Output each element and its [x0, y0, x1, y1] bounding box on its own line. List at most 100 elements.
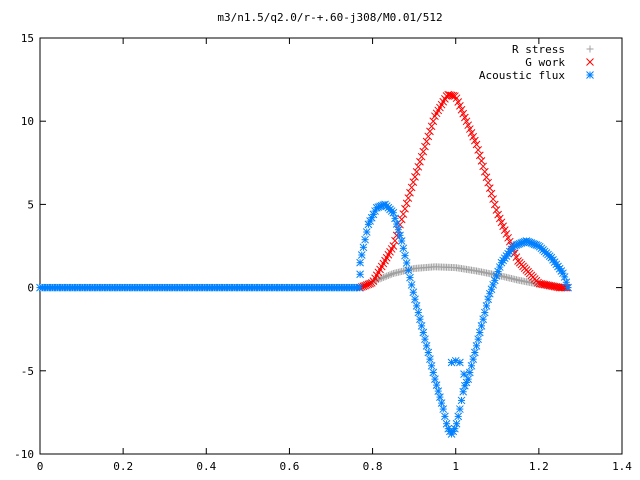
data-point — [467, 361, 476, 370]
data-point — [487, 189, 496, 198]
data-point — [416, 315, 424, 324]
data-point — [401, 251, 409, 260]
data-point — [470, 136, 479, 145]
data-point — [452, 94, 461, 103]
data-point — [465, 125, 474, 133]
data-point — [416, 157, 424, 166]
data-point — [484, 178, 492, 187]
data-point — [419, 328, 428, 337]
data-point — [424, 132, 433, 141]
data-point — [472, 140, 481, 149]
data-point — [359, 243, 368, 252]
data-point — [492, 206, 501, 214]
data-point — [381, 273, 389, 281]
data-point — [383, 272, 391, 280]
x-axis: 0 0.2 0.4 0.6 0.8 1 1.2 1.4 — [37, 38, 632, 473]
data-point — [494, 210, 502, 219]
data-point — [499, 222, 507, 231]
data-point — [485, 184, 494, 193]
data-point — [457, 105, 466, 114]
legend-label: Acoustic flux — [479, 69, 565, 82]
series-layer — [36, 90, 572, 438]
data-point — [465, 368, 474, 377]
data-point — [441, 412, 449, 421]
data-point — [469, 355, 478, 364]
legend-label: G work — [525, 56, 565, 69]
y-tick-label: 10 — [21, 115, 34, 128]
data-point — [500, 226, 509, 234]
data-point — [467, 129, 476, 137]
y-tick-label: 15 — [21, 32, 34, 45]
data-point — [484, 295, 492, 304]
plot-border — [39, 37, 623, 455]
data-point — [472, 341, 481, 350]
data-point — [401, 204, 409, 213]
data-point — [482, 173, 491, 182]
x-tick-label: 1.4 — [612, 460, 632, 473]
data-point — [429, 368, 438, 377]
data-point — [404, 266, 413, 275]
data-point — [469, 132, 478, 141]
data-point — [434, 387, 443, 395]
data-point — [456, 358, 464, 367]
legend-marker — [586, 58, 594, 66]
data-point — [462, 117, 471, 126]
x-tick-label: 0.2 — [113, 460, 133, 473]
data-point — [459, 387, 468, 396]
data-point — [480, 167, 489, 176]
data-point — [475, 328, 484, 337]
series-g-work — [356, 90, 572, 292]
y-axis: -10 -5 0 5 10 15 — [14, 32, 622, 461]
data-point — [464, 375, 473, 383]
data-point — [362, 228, 371, 236]
data-point — [421, 142, 429, 151]
legend-label: R stress — [512, 43, 565, 56]
data-point — [460, 370, 468, 378]
data-point — [407, 281, 416, 289]
data-point — [442, 419, 451, 428]
data-point — [461, 113, 469, 122]
chart-title: m3/n1.5/q2.0/r-+.60-j308/M0.01/512 — [217, 11, 442, 24]
data-point — [402, 259, 411, 267]
x-tick-label: 1 — [452, 460, 459, 473]
data-point — [474, 146, 483, 154]
data-point — [452, 419, 461, 428]
data-point — [502, 230, 511, 238]
data-point — [489, 195, 497, 203]
data-point — [361, 235, 369, 244]
data-point — [406, 273, 414, 282]
data-point — [437, 399, 446, 407]
data-point — [424, 348, 433, 357]
x-tick-label: 0.8 — [363, 460, 383, 473]
data-point — [459, 109, 468, 118]
data-point — [422, 137, 431, 146]
data-point — [402, 199, 411, 208]
data-point — [379, 273, 387, 281]
data-point — [432, 381, 441, 389]
x-tick-label: 0 — [37, 460, 44, 473]
data-point — [406, 188, 414, 197]
data-point — [447, 358, 456, 367]
data-point — [470, 348, 479, 357]
data-point — [436, 393, 444, 401]
data-point — [419, 147, 428, 156]
data-point — [399, 210, 408, 218]
data-point — [431, 375, 439, 383]
data-point — [477, 322, 486, 330]
data-point — [411, 173, 419, 181]
data-point — [411, 295, 419, 304]
data-point — [560, 273, 569, 281]
data-point — [454, 98, 463, 106]
data-point — [422, 341, 431, 350]
plot-frame — [39, 37, 623, 455]
data-point — [505, 237, 514, 246]
data-point — [355, 283, 364, 292]
series-acoustic-flux — [36, 200, 572, 438]
y-tick-label: 0 — [27, 282, 34, 295]
x-tick-label: 1.2 — [529, 460, 549, 473]
y-tick-label: -5 — [21, 365, 34, 378]
data-point — [564, 283, 572, 292]
data-point — [495, 214, 504, 223]
data-point — [421, 335, 429, 344]
